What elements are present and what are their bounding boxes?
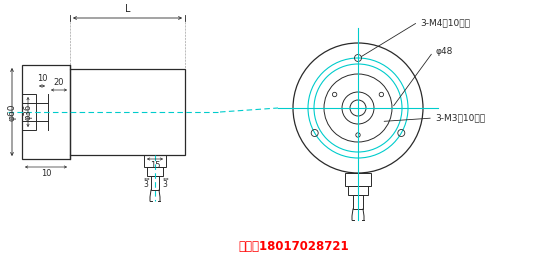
- Bar: [147, 167, 163, 176]
- Text: 15: 15: [150, 161, 160, 170]
- Text: 手机：18017028721: 手机：18017028721: [238, 240, 349, 254]
- Bar: [151, 176, 159, 190]
- Bar: [22, 94, 36, 130]
- Bar: [70, 69, 185, 155]
- Text: 3-M3深10均布: 3-M3深10均布: [435, 114, 485, 123]
- Text: φ60: φ60: [8, 103, 16, 121]
- Text: 3: 3: [143, 180, 148, 189]
- Bar: [345, 173, 371, 186]
- Text: φ48: φ48: [435, 47, 453, 57]
- Bar: [353, 195, 363, 209]
- Bar: [22, 65, 70, 159]
- Bar: [22, 103, 48, 121]
- Bar: [144, 155, 166, 167]
- Text: 20: 20: [54, 78, 64, 87]
- Text: φ36: φ36: [23, 104, 33, 120]
- Text: 3: 3: [162, 180, 167, 189]
- Text: 10: 10: [41, 169, 51, 178]
- Bar: [348, 186, 368, 195]
- Text: L: L: [125, 4, 130, 14]
- Text: 10: 10: [37, 74, 47, 83]
- Text: 3-M4深10均布: 3-M4深10均布: [420, 18, 470, 27]
